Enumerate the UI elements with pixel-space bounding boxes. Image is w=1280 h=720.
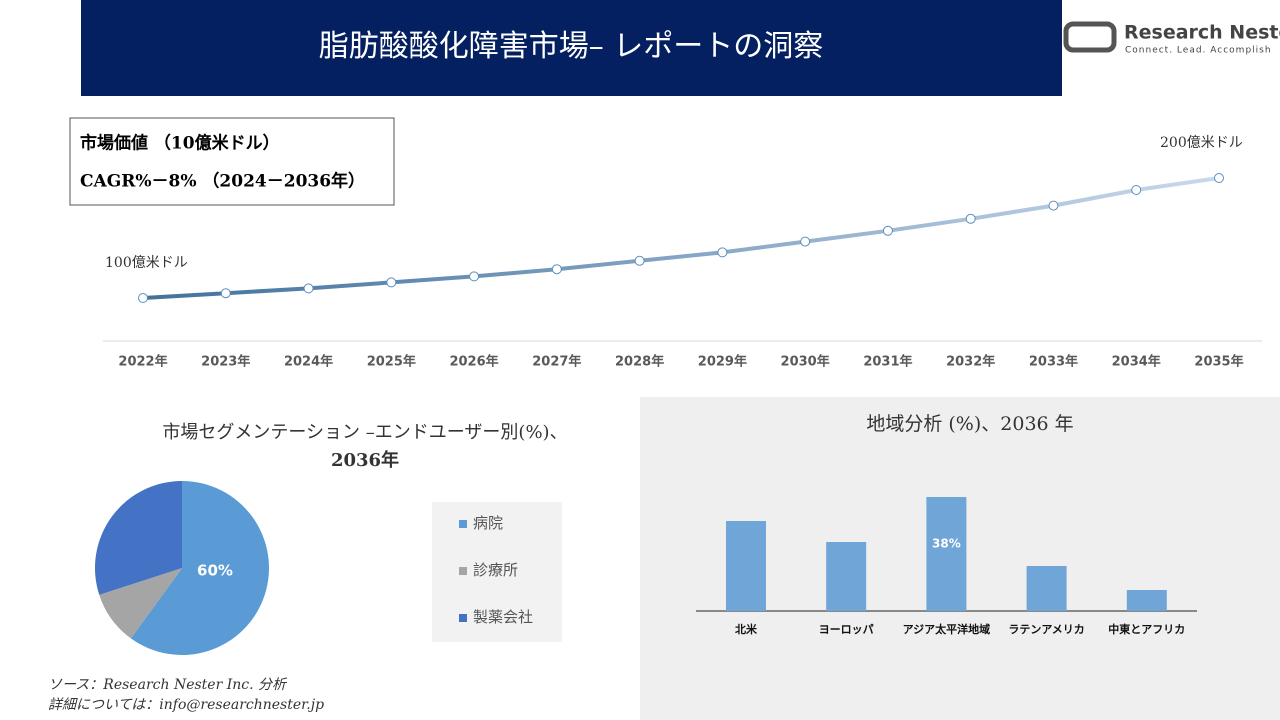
point [220, 288, 231, 299]
x-tick-label: アジア太平洋地域 [903, 622, 991, 636]
x-tick-label: 2026年 [449, 354, 498, 370]
pie-slice [130, 481, 270, 655]
x-tick-label: 2035年 [1194, 354, 1243, 370]
x-tick-label: 2024年 [284, 354, 333, 370]
legend-swatch [459, 520, 467, 528]
x-tick-label: ラテンアメリカ [1008, 623, 1084, 636]
point [800, 236, 811, 247]
bar [1026, 566, 1067, 611]
pie-slice [94, 481, 182, 595]
point [138, 293, 148, 303]
bar [1126, 590, 1167, 611]
x-tick-label: 2031年 [863, 354, 912, 370]
legend-swatch [459, 614, 467, 622]
x-tick-label: ヨーロッパ [819, 623, 874, 636]
bar [726, 521, 766, 611]
point [1131, 185, 1142, 195]
chart-title: 地域分析 (%)、2036 年 [866, 413, 1073, 435]
legend-label: 病院 [473, 514, 503, 532]
x-tick-label: 北米 [735, 622, 758, 636]
point [1048, 200, 1059, 211]
x-tick-label: 2029年 [698, 354, 747, 370]
logo: Research Nester Connect. Lead. Accomplis… [1063, 21, 1280, 56]
x-tick-label: 2022年 [118, 354, 167, 370]
logo-tagline: Connect. Lead. Accomplish [1125, 46, 1272, 56]
info-text: 市場価値 （10億米ドル） [80, 133, 280, 154]
x-tick-label: 2030年 [781, 354, 830, 370]
info-box [69, 117, 395, 206]
logo-name: Research Nester [1124, 22, 1280, 44]
pie-slice [99, 568, 182, 639]
legend-label: 診療所 [473, 561, 518, 579]
chart-title: 市場セグメンテーション –エンドユーザー別(%)、 [162, 422, 567, 443]
x-tick-label: 2023年 [201, 354, 250, 370]
x-tick-label: 2033年 [1029, 354, 1078, 370]
point [303, 283, 314, 294]
legend-bg [432, 502, 562, 642]
point [634, 255, 645, 266]
point [1214, 173, 1224, 183]
source: ソース：Research Nester Inc. 分析 [48, 677, 288, 693]
point [882, 225, 893, 236]
point [717, 247, 728, 258]
x-tick-label: 中東とアフリカ [1108, 622, 1185, 636]
point [965, 213, 976, 224]
x-tick-label: 2028年 [615, 354, 664, 370]
legend-label: 製薬会社 [473, 608, 533, 626]
legend-swatch [459, 567, 467, 575]
header-bar [81, 0, 1062, 96]
x-tick-label: 2034年 [1112, 354, 1161, 370]
x-tick-label: 2025年 [367, 354, 416, 370]
x-tick-label: 2027年 [532, 354, 581, 370]
logo-icon [1063, 21, 1117, 53]
point [386, 277, 397, 288]
value-label: 38% [932, 537, 961, 551]
point [469, 271, 480, 282]
value-label: 100億米ドル [105, 255, 188, 271]
page-title: 脂肪酸酸化障害市場– レポートの洞察 [319, 29, 824, 64]
source: 詳細については：info@researchnester.jp [48, 697, 324, 713]
bar [926, 497, 967, 611]
point [551, 264, 562, 275]
x-tick-label: 2032年 [946, 354, 995, 370]
bar [826, 542, 867, 611]
info-text: CAGR%－8% （2024－2036年） [80, 171, 365, 192]
value-label: 200億米ドル [1160, 135, 1243, 151]
line [142, 176, 1220, 300]
chart-title: 2036年 [331, 449, 399, 471]
value-label: 60% [197, 562, 233, 580]
